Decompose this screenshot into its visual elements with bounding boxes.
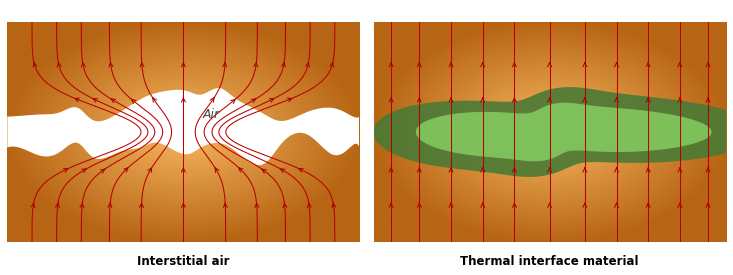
- Polygon shape: [7, 88, 359, 165]
- Text: Interstitial air: Interstitial air: [137, 255, 229, 268]
- Text: Thermal interface material: Thermal interface material: [460, 255, 639, 268]
- Polygon shape: [416, 103, 712, 161]
- Text: Air: Air: [203, 108, 220, 121]
- Polygon shape: [374, 87, 733, 177]
